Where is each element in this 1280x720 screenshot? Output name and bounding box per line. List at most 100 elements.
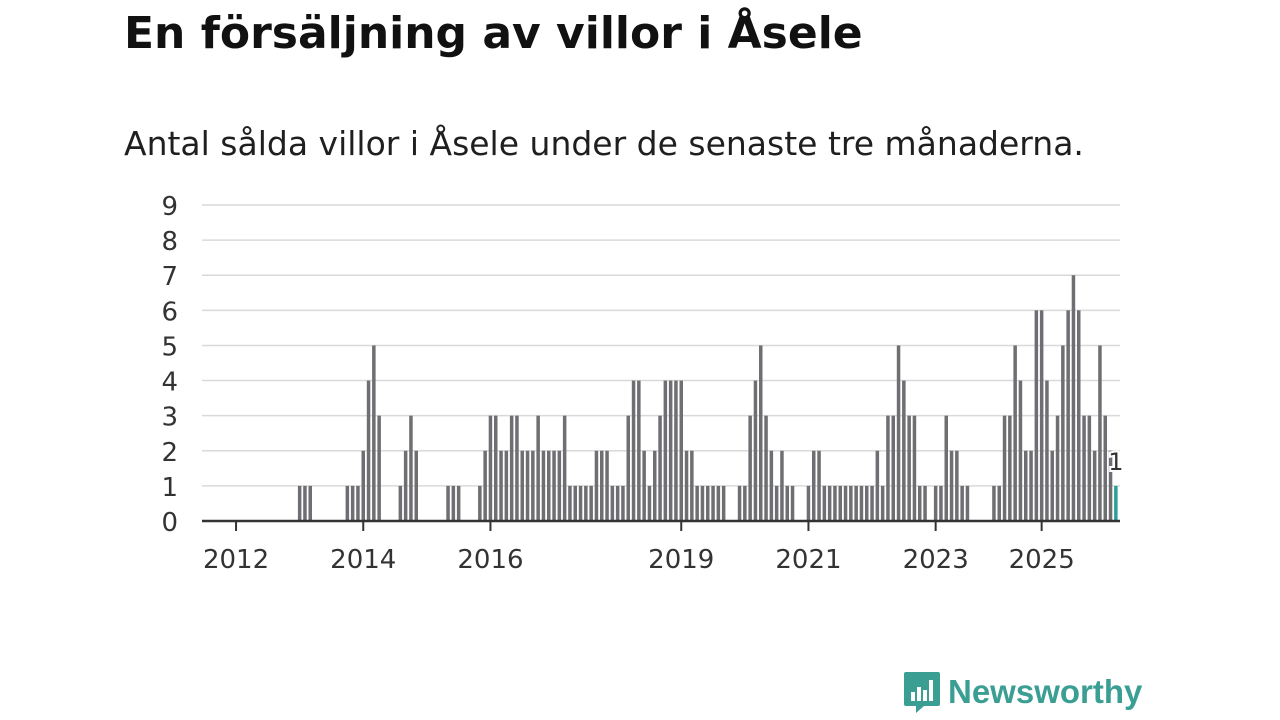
- x-tick-label: 2023: [903, 545, 969, 575]
- bar: [918, 485, 922, 521]
- bar: [700, 485, 705, 521]
- bar: [748, 415, 752, 521]
- bar: [737, 485, 742, 521]
- bar: [414, 450, 418, 521]
- bar: [552, 450, 556, 521]
- bar: [557, 450, 562, 521]
- annotations: 1: [1106, 446, 1125, 478]
- bars: [297, 275, 1118, 521]
- bar: [838, 485, 842, 521]
- bar: [822, 485, 827, 521]
- bar: [642, 450, 646, 521]
- bar: [610, 485, 615, 521]
- bar: [520, 450, 524, 521]
- bar: [902, 380, 906, 521]
- bar: [875, 450, 880, 521]
- bar: [896, 345, 901, 521]
- bar: [912, 415, 917, 521]
- bar: [488, 415, 493, 521]
- x-axis-ticks: 2012 2014 2016 2019 2021 2023 2025: [203, 521, 1075, 575]
- bar: [1061, 345, 1065, 521]
- bar: [409, 415, 413, 521]
- bar: [647, 485, 652, 521]
- bar: [817, 450, 821, 521]
- y-tick-label: 3: [161, 403, 178, 433]
- bar: [695, 485, 699, 521]
- bar: [674, 380, 678, 521]
- bar: [621, 485, 625, 521]
- bar: [690, 450, 694, 521]
- bar: [345, 485, 350, 521]
- bar: [536, 415, 540, 521]
- bar: [790, 485, 795, 521]
- bar: [706, 485, 710, 521]
- chart-subtitle: Antal sålda villor i Åsele under de sena…: [124, 124, 1084, 163]
- bar: [1034, 310, 1039, 521]
- bar: [446, 485, 450, 521]
- bar: [933, 485, 938, 521]
- y-axis-ticks: 0 1 2 3 4 5 6 7 8 9: [161, 192, 178, 538]
- x-tick-label: 2012: [203, 545, 269, 575]
- bar: [547, 450, 551, 521]
- x-tick-label: 2016: [457, 545, 523, 575]
- bar: [504, 450, 509, 521]
- x-tick-label: 2025: [1009, 545, 1075, 575]
- bar: [1008, 415, 1012, 521]
- x-tick-label: 2014: [330, 545, 396, 575]
- bar: [1071, 275, 1076, 521]
- bar: [1018, 380, 1023, 521]
- bar: [854, 485, 858, 521]
- bar: [456, 485, 461, 521]
- bar: [955, 450, 959, 521]
- bar: [615, 485, 620, 521]
- bar: [1002, 415, 1007, 521]
- bar: [721, 485, 726, 521]
- bar: [403, 450, 408, 521]
- bar: [1103, 415, 1107, 521]
- bar: [605, 450, 609, 521]
- bar: [366, 380, 371, 521]
- bar: [308, 485, 312, 521]
- bar-highlight: [1114, 485, 1118, 521]
- newsworthy-logo-icon: [904, 672, 940, 713]
- bar: [944, 415, 948, 521]
- bar: [398, 485, 403, 521]
- chart-title: En försäljning av villor i Åsele: [124, 8, 863, 59]
- x-tick-label: 2021: [775, 545, 841, 575]
- brand-name: Newsworthy: [948, 673, 1143, 710]
- bar: [764, 415, 768, 521]
- bar: [780, 450, 784, 521]
- bar: [1066, 310, 1070, 521]
- bar: [1050, 450, 1054, 521]
- brand-logo: Newsworthy: [902, 670, 1142, 714]
- bar: [356, 485, 360, 521]
- bar: [1082, 415, 1086, 521]
- bar: [1029, 450, 1033, 521]
- bar: [499, 450, 503, 521]
- bar: [997, 485, 1001, 521]
- bar: [626, 415, 630, 521]
- bar: [774, 485, 779, 521]
- y-tick-label: 2: [161, 438, 178, 468]
- bar: [827, 485, 832, 521]
- bar: [965, 485, 970, 521]
- bar: [753, 380, 758, 521]
- bar: [1039, 310, 1044, 521]
- bar: [297, 485, 302, 521]
- bar: [1055, 415, 1060, 521]
- bar: [668, 380, 673, 521]
- bar: [372, 345, 376, 521]
- bar: [1092, 450, 1097, 521]
- bar: [759, 345, 763, 521]
- bar: [785, 485, 789, 521]
- bar: [637, 380, 641, 521]
- bar: [849, 485, 853, 521]
- bar: [716, 485, 721, 521]
- y-tick-label: 7: [161, 262, 178, 292]
- bar: [1098, 345, 1102, 521]
- bar: [949, 450, 954, 521]
- y-tick-label: 1: [161, 473, 178, 503]
- bar: [653, 450, 657, 521]
- bar: [907, 415, 911, 521]
